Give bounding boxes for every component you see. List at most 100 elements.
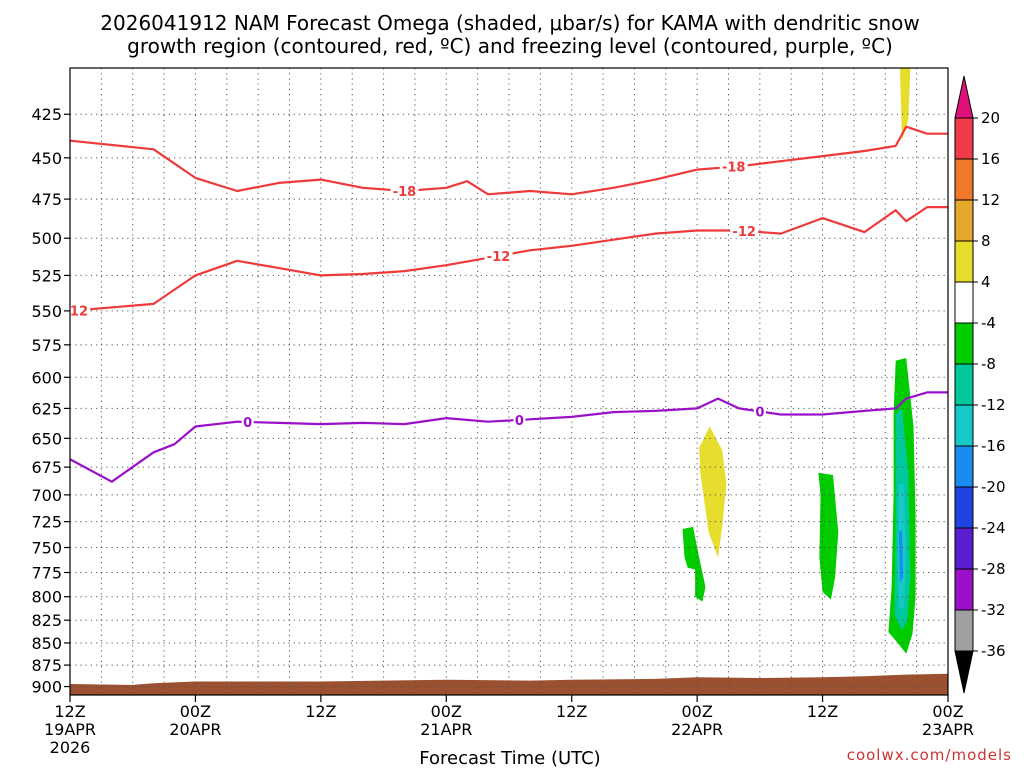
y-tick-label: 550 — [31, 302, 62, 321]
y-tick-label: 475 — [31, 190, 62, 209]
x-tick-label: 12Z — [305, 702, 336, 721]
colorbar-swatch — [954, 568, 974, 611]
colorbar-swatch — [954, 527, 974, 570]
plot-area — [70, 68, 948, 695]
y-tick-label: 725 — [31, 513, 62, 532]
x-tick-date: 20APR — [169, 720, 221, 739]
colorbar-tick-label: -20 — [981, 478, 1006, 496]
grid-lines — [70, 68, 948, 695]
contour-label: -12 — [732, 225, 756, 240]
colorbar-swatch — [954, 404, 974, 447]
colorbar-tick-label: -16 — [981, 437, 1006, 455]
y-tick-label: 750 — [31, 538, 62, 557]
contour-label-bg — [390, 184, 419, 199]
chart-title-line1: 2026041912 NAM Forecast Omega (shaded, μ… — [100, 11, 919, 35]
y-tick-label: 850 — [31, 634, 62, 653]
y-tick-label: 700 — [31, 486, 62, 505]
omega-plus4-mid — [699, 426, 727, 558]
minus12-contour — [70, 206, 948, 312]
plot-frame — [69, 67, 949, 696]
minus18-contour — [70, 125, 948, 196]
colorbar-swatch — [954, 486, 974, 529]
colorbar-swatch — [954, 322, 974, 365]
y-tick-label: 875 — [31, 656, 62, 675]
y-tick-label: 675 — [31, 458, 62, 477]
x-tick-label: 12Z — [54, 702, 85, 721]
contour-label-bg — [753, 404, 766, 419]
contour-label-bg — [513, 412, 526, 427]
x-tick-year: 2026 — [50, 738, 91, 757]
x-tick-label: 00Z — [431, 702, 462, 721]
contours: -18 -18 -12 -12 -12 0 0 0 — [65, 125, 948, 483]
contour-label-bg — [70, 303, 91, 318]
contour-label: 0 — [515, 414, 524, 429]
omega-minus4-b — [818, 472, 839, 600]
x-tick-label: 00Z — [932, 702, 963, 721]
y-tick-label: 425 — [31, 105, 62, 124]
contour-label: -18 — [722, 161, 746, 176]
colorbar-swatch — [954, 240, 974, 283]
colorbar-tick-label: 12 — [981, 191, 1000, 209]
colorbar-swatch — [954, 445, 974, 488]
colorbar-tick-label: -36 — [981, 642, 1006, 660]
y-tick-label: 575 — [31, 336, 62, 355]
contour-label-bg — [730, 223, 759, 238]
colorbar-swatch — [954, 281, 974, 324]
colorbar-swatch — [954, 609, 974, 652]
x-tick-date: 21APR — [420, 720, 472, 739]
colorbar-top-arrow — [954, 75, 974, 119]
chart-title-line2: growth region (contoured, red, ºC) and f… — [127, 34, 893, 58]
omega-plus4-aloft — [899, 68, 911, 141]
colorbar-tick-label: 8 — [981, 232, 991, 250]
y-tick-label: 525 — [31, 266, 62, 285]
x-tick-date: 19APR — [44, 720, 96, 739]
colorbar-tick-label: -24 — [981, 519, 1006, 537]
y-tick-label: 775 — [31, 564, 62, 583]
colorbar: 20 16 12 8 4 -4 -8 -12 -16 -20 -24 -28 -32 -36 — [954, 75, 1006, 694]
colorbar-swatch — [954, 199, 974, 242]
contour-label: 0 — [243, 416, 252, 431]
omega-minus16-c — [898, 530, 904, 583]
omega-minus4-a — [682, 526, 706, 602]
colorbar-tick-label: 20 — [981, 109, 1000, 127]
contour-label-bg — [241, 415, 254, 430]
x-tick-label: 12Z — [556, 702, 587, 721]
y-tick-label: 625 — [31, 399, 62, 418]
colorbar-bottom-arrow — [954, 650, 974, 694]
colorbar-tick-label: -12 — [981, 396, 1006, 414]
contour-label-bg — [719, 159, 748, 174]
colorbar-tick-label: 16 — [981, 150, 1000, 168]
y-tick-label: 450 — [31, 149, 62, 168]
contour-label-bg — [484, 248, 513, 263]
x-tick-date: 23APR — [922, 720, 974, 739]
colorbar-tick-label: -28 — [981, 560, 1006, 578]
colorbar-tick-label: -4 — [981, 314, 996, 332]
y-tick-label: 600 — [31, 368, 62, 387]
zero-contour — [70, 391, 948, 483]
colorbar-swatch — [954, 158, 974, 201]
y-tick-label: 800 — [31, 588, 62, 607]
colorbar-tick-label: 4 — [981, 273, 991, 291]
colorbar-swatch — [954, 363, 974, 406]
y-axis: 425 450 475 500 525 550 575 600 625 650 675 700 725 7… — [31, 105, 70, 697]
x-tick-label: 00Z — [681, 702, 712, 721]
colorbar-swatch — [954, 117, 974, 160]
contour-label: -18 — [393, 185, 417, 200]
x-tick-date: 22APR — [671, 720, 723, 739]
x-tick-label: 00Z — [180, 702, 211, 721]
colorbar-tick-label: -8 — [981, 355, 996, 373]
y-tick-label: 500 — [31, 229, 62, 248]
y-tick-label: 900 — [31, 678, 62, 697]
contour-label: -12 — [487, 250, 511, 265]
y-tick-label: 650 — [31, 429, 62, 448]
y-tick-label: 825 — [31, 611, 62, 630]
contour-label: -12 — [65, 304, 89, 319]
contour-label: 0 — [755, 405, 764, 420]
terrain-fill — [70, 673, 948, 695]
credit-text: coolwx.com/models — [847, 746, 1012, 764]
x-tick-label: 12Z — [807, 702, 838, 721]
colorbar-tick-label: -32 — [981, 601, 1006, 619]
x-axis-title: Forecast Time (UTC) — [419, 748, 600, 768]
